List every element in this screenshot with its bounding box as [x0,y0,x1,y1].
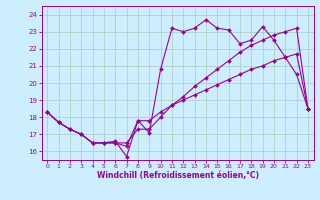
X-axis label: Windchill (Refroidissement éolien,°C): Windchill (Refroidissement éolien,°C) [97,171,259,180]
